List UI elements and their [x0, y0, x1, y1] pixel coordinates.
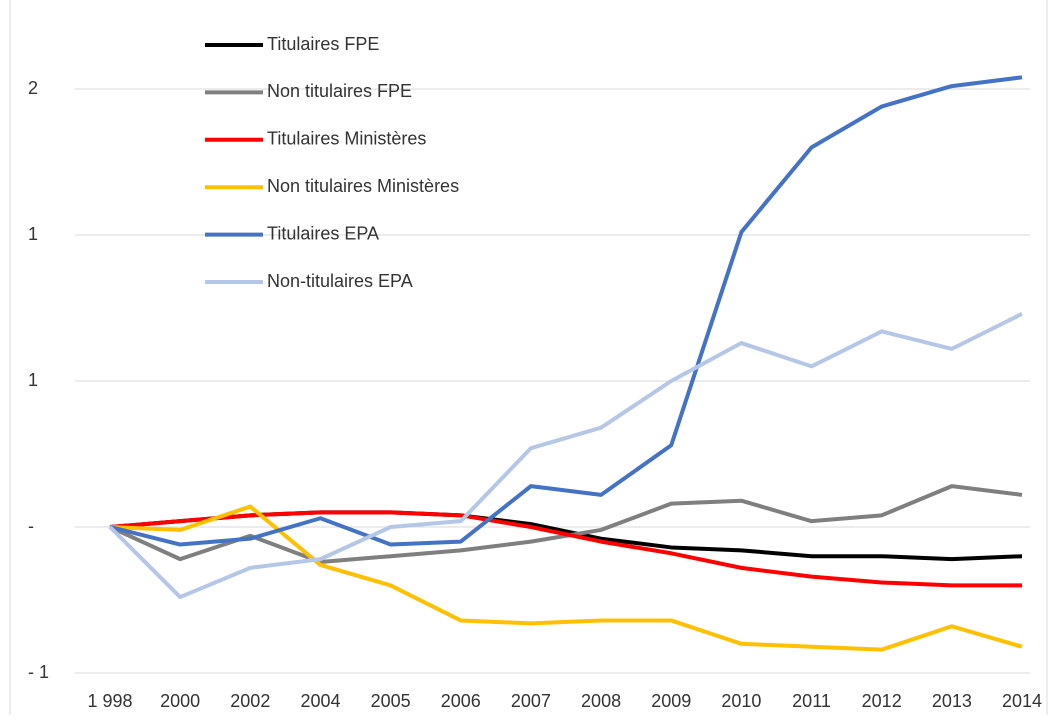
x-tick-label: 2006	[441, 691, 481, 711]
legend-label: Titulaires FPE	[267, 34, 379, 54]
legend-label: Non-titulaires EPA	[267, 271, 413, 291]
y-tick-label: - 1	[28, 662, 49, 682]
y-tick-label: 1	[28, 370, 38, 390]
series-line	[109, 510, 1022, 588]
series-line	[108, 312, 1023, 600]
x-tick-label: 2000	[160, 691, 200, 711]
x-tick-label: 2011	[792, 691, 831, 711]
x-tick-label: 2009	[651, 691, 691, 711]
series-line	[109, 484, 1023, 565]
x-tick-label: 2007	[511, 691, 551, 711]
x-tick-label: 2010	[721, 691, 761, 711]
x-tick-label: 2002	[230, 691, 270, 711]
series-line	[109, 504, 1023, 652]
x-tick-label: 2005	[371, 691, 411, 711]
legend-label: Titulaires EPA	[267, 223, 379, 243]
x-tick-label: 2013	[932, 691, 972, 711]
legend-label: Titulaires Ministères	[267, 129, 426, 149]
y-tick-label: -	[28, 516, 34, 536]
y-tick-label: 1	[28, 224, 38, 244]
x-tick-label: 2004	[300, 691, 340, 711]
legend-label: Non titulaires Ministères	[267, 176, 459, 196]
y-tick-label: 2	[28, 78, 38, 98]
x-tick-label: 2012	[862, 691, 902, 711]
series-line	[109, 75, 1023, 547]
x-tick-label: 2008	[581, 691, 621, 711]
x-tick-label: 1 998	[87, 691, 132, 711]
chart-frame	[9, 0, 1048, 719]
legend-label: Non titulaires FPE	[267, 81, 412, 101]
x-tick-label: 2014	[1002, 691, 1042, 711]
